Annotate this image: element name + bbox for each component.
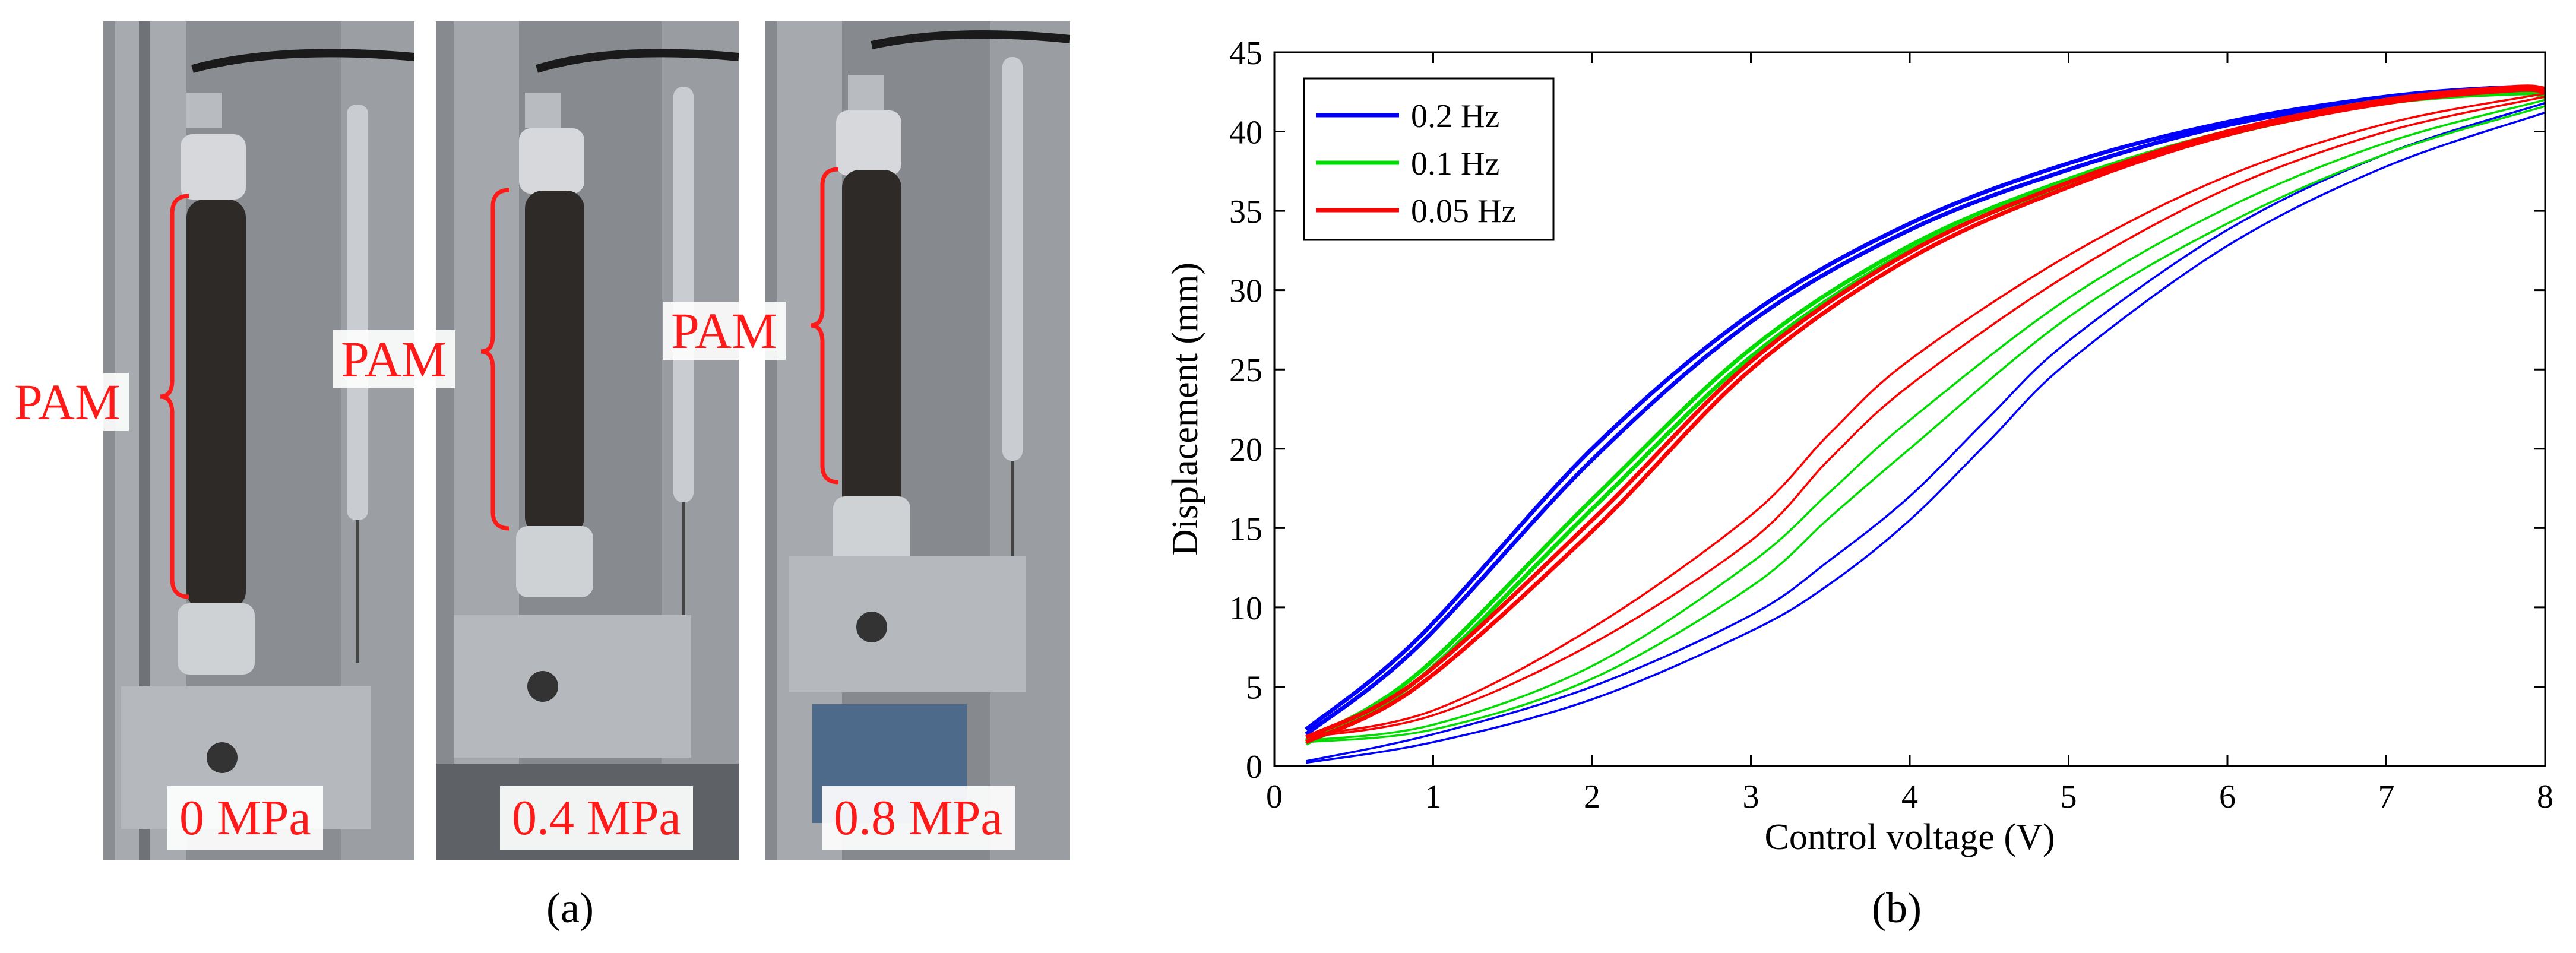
x-tick-label: 7 xyxy=(2378,778,2395,815)
series-0-05-hz-loading-curve-1 xyxy=(1305,84,2546,740)
caption-b: (b) xyxy=(1872,884,1922,932)
y-tick-label: 25 xyxy=(1229,352,1262,389)
series-0-05-hz-unloading-curve-1 xyxy=(1306,96,2546,739)
x-tick-label: 8 xyxy=(2537,778,2553,815)
caption-a: (a) xyxy=(546,884,594,932)
y-tick-label: 15 xyxy=(1229,511,1262,547)
legend-box xyxy=(1303,77,1555,241)
series-0-1-hz-unloading-curve-2 xyxy=(1306,99,2546,742)
y-tick-label: 5 xyxy=(1246,669,1262,706)
photo-0-8-mpa-illustration xyxy=(765,21,1070,860)
x-tick-label: 0 xyxy=(1266,778,1283,815)
y-tick-label: 35 xyxy=(1229,194,1262,230)
photo-0-mpa xyxy=(103,21,414,860)
x-tick-label: 2 xyxy=(1584,778,1600,815)
y-axis-ticks: 0 5 10 15 20 25 30 35 40 45 xyxy=(1229,35,2545,786)
photo-0-8-mpa xyxy=(765,21,1070,860)
pam-brace-3 xyxy=(810,167,839,485)
pam-label-1: PAM xyxy=(6,373,129,431)
x-tick-label: 1 xyxy=(1425,778,1442,815)
series-0-2-hz-unloading-curve-2 xyxy=(1306,102,2546,762)
y-tick-label: 40 xyxy=(1229,115,1262,151)
legend: 0.2 Hz 0.1 Hz 0.05 Hz xyxy=(1303,77,1555,241)
x-axis-label: Control voltage (V) xyxy=(1764,817,2055,857)
pressure-label-0-8-mpa: 0.8 MPa xyxy=(822,786,1015,850)
legend-label: 0.1 Hz xyxy=(1411,145,1499,182)
x-tick-label: 3 xyxy=(1743,778,1759,815)
x-axis-ticks: 0 1 2 3 4 5 6 7 8 xyxy=(1266,52,2553,815)
y-tick-label: 45 xyxy=(1229,35,1262,72)
series-0-2-hz-unloading-curve-1 xyxy=(1306,111,2546,764)
x-tick-label: 5 xyxy=(2061,778,2077,815)
pam-brace-2 xyxy=(480,188,510,531)
plot-area xyxy=(1305,84,2546,764)
x-tick-label: 4 xyxy=(1901,778,1918,815)
y-tick-label: 0 xyxy=(1246,749,1262,786)
pam-label-2: PAM xyxy=(333,330,455,388)
pam-braces xyxy=(160,167,839,599)
y-tick-label: 30 xyxy=(1229,273,1262,310)
pam-brace-1 xyxy=(160,194,189,599)
legend-label: 0.05 Hz xyxy=(1411,193,1516,230)
pressure-label-0-4-mpa: 0.4 MPa xyxy=(500,786,693,850)
legend-label: 0.2 Hz xyxy=(1411,98,1499,135)
photo-0-mpa-illustration xyxy=(103,21,414,860)
y-axis-label: Displacement (mm) xyxy=(1165,262,1205,556)
y-tick-label: 20 xyxy=(1229,432,1262,468)
series-0-05-hz-unloading-curve-2 xyxy=(1306,92,2546,737)
x-tick-label: 6 xyxy=(2219,778,2236,815)
series-0-1-hz-unloading-curve-1 xyxy=(1306,105,2546,743)
series-0-05-hz-loading-curve-2 xyxy=(1305,87,2546,745)
pressure-label-0-mpa: 0 MPa xyxy=(167,786,323,850)
pam-label-3: PAM xyxy=(663,302,786,360)
y-tick-label: 10 xyxy=(1229,590,1262,627)
series-0-2-hz-loading-curve-1 xyxy=(1305,84,2546,732)
